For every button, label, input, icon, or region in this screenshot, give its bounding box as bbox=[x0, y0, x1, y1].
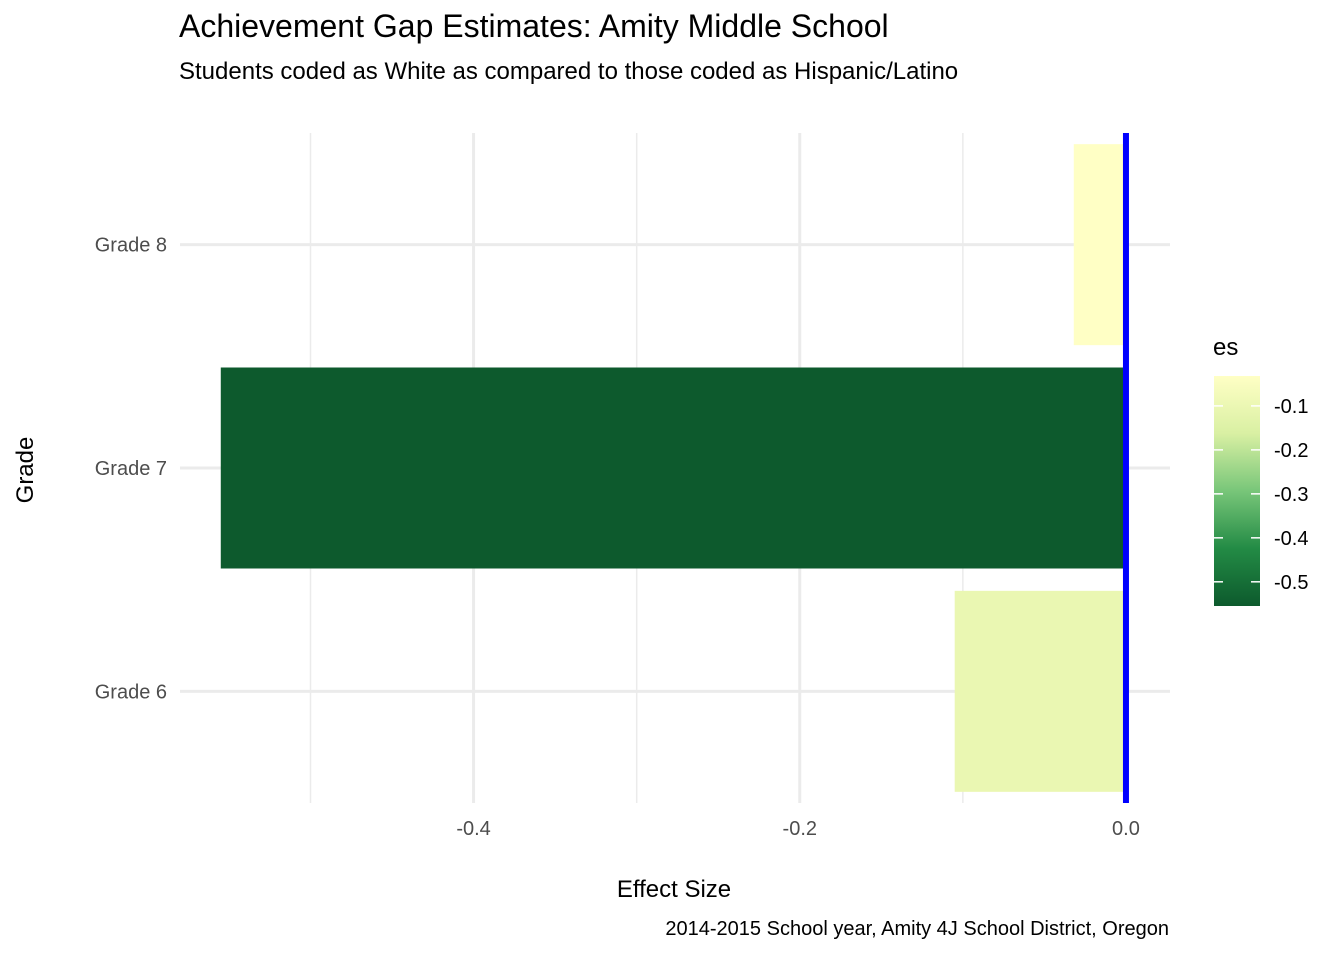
x-tick-label: -0.4 bbox=[456, 818, 490, 840]
y-tick-label: Grade 8 bbox=[95, 235, 167, 257]
bar-grade-6 bbox=[954, 590, 1126, 792]
x-axis-label: Effect Size bbox=[616, 876, 732, 903]
bar-grade-7 bbox=[220, 367, 1126, 569]
colorbar-tick-label: -0.2 bbox=[1274, 440, 1308, 462]
y-tick-label: Grade 7 bbox=[95, 458, 167, 480]
colorbar-legend: -0.1 -0.2 -0.3 -0.4 -0.5 bbox=[1214, 376, 1308, 606]
x-tick-label: 0.0 bbox=[1112, 818, 1140, 840]
chart-title: Achievement Gap Estimates: Amity Middle … bbox=[179, 8, 889, 44]
colorbar-tick-label: -0.4 bbox=[1274, 528, 1308, 550]
y-tick-label: Grade 6 bbox=[95, 681, 167, 703]
axes: -0.4 -0.2 0.0 Grade 6 Grade 7 Grade 8 bbox=[95, 235, 1140, 840]
colorbar-tick-label: -0.1 bbox=[1274, 396, 1308, 418]
bar-grade-8 bbox=[1073, 144, 1126, 346]
x-tick-label: -0.2 bbox=[783, 818, 817, 840]
colorbar bbox=[1214, 376, 1260, 606]
bars bbox=[220, 144, 1126, 792]
chart-caption: 2014-2015 School year, Amity 4J School D… bbox=[665, 918, 1169, 940]
y-axis-label: Grade bbox=[12, 436, 39, 504]
colorbar-tick-label: -0.3 bbox=[1274, 484, 1308, 506]
legend-title: es bbox=[1213, 334, 1239, 361]
chart-subtitle: Students coded as White as compared to t… bbox=[179, 58, 959, 85]
colorbar-tick-label: -0.5 bbox=[1274, 572, 1308, 594]
